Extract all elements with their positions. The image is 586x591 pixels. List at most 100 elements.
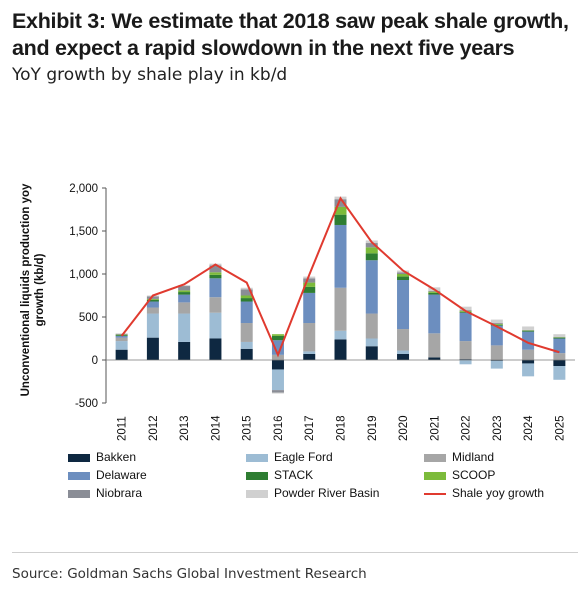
bar-segment-delaware-2024 — [522, 331, 535, 350]
x-tick-label: 2012 — [148, 415, 160, 441]
divider — [12, 552, 578, 553]
bar-segment-midland-2018 — [334, 287, 347, 331]
y-axis-label-line2: growth (kb/d) — [34, 253, 46, 326]
bar-segment-midland-2015 — [240, 323, 253, 342]
bar-segment-delaware-2023 — [490, 325, 503, 346]
y-tick-label: 1,000 — [69, 269, 98, 281]
legend-item-niobrara: Niobrara — [68, 486, 142, 500]
legend-swatch — [68, 471, 90, 480]
y-tick-label: 500 — [79, 312, 98, 324]
bar-segment-scoop-2013 — [178, 290, 191, 293]
bar-segment-niobrara-2017 — [303, 278, 316, 283]
legend-swatch — [246, 453, 268, 462]
bar-segment-delaware-2015 — [240, 301, 253, 324]
bar-segment-powder-river-basin-2015 — [240, 287, 253, 290]
bar-segment-stack-2014 — [209, 274, 222, 279]
bar-segment-delaware-2013 — [178, 294, 191, 303]
bar-segment-scoop-2023 — [490, 323, 503, 325]
bar-segment-scoop-2015 — [240, 295, 253, 299]
legend-swatch — [424, 471, 446, 480]
legend-label: SCOOP — [452, 468, 496, 482]
bar-segment-stack-2022 — [459, 311, 472, 313]
bar-segment-niobrara-2011 — [115, 333, 128, 335]
source-note: Source: Goldman Sachs Global Investment … — [12, 566, 367, 582]
bar-segment-midland-2024 — [522, 349, 535, 360]
bar-segment-eagle-ford-2012 — [146, 313, 159, 338]
bar-segment-delaware-2017 — [303, 292, 316, 324]
bar-segment-eagle-ford-2025 — [553, 366, 566, 380]
bar-segment-scoop-2020 — [397, 274, 410, 277]
y-tick-label: 1,500 — [69, 226, 98, 238]
bar-segment-scoop-2021 — [428, 291, 441, 293]
bar-segment-delaware-2016 — [271, 340, 284, 355]
x-tick-label: 2022 — [461, 415, 473, 441]
bar-segment-midland-2017 — [303, 323, 316, 352]
y-tick-label: -500 — [75, 398, 98, 410]
legend-label: STACK — [274, 468, 314, 482]
bar-segment-niobrara-2023 — [490, 323, 503, 324]
bar-segment-powder-river-basin-2024 — [522, 326, 535, 330]
bar-segment-stack-2025 — [553, 337, 566, 339]
bar-segment-stack-2015 — [240, 298, 253, 302]
legend-item-delaware: Delaware — [68, 468, 147, 482]
bar-segment-stack-2023 — [490, 324, 503, 326]
legend-item-stack: STACK — [246, 468, 313, 482]
bar-segment-midland-2022 — [459, 341, 472, 360]
x-tick-label: 2023 — [492, 415, 504, 441]
line-shale-yoy-growth — [120, 196, 560, 358]
bar-segment-eagle-ford-2018 — [334, 330, 347, 340]
x-tick-label: 2013 — [179, 415, 191, 441]
legend-swatch — [246, 471, 268, 480]
bar-segment-eagle-ford-2020 — [397, 350, 410, 354]
x-tick-label: 2020 — [398, 415, 410, 441]
legend-swatch — [68, 453, 90, 462]
bar-segment-scoop-2012 — [146, 298, 159, 300]
bar-segment-niobrara-2013 — [178, 286, 191, 291]
bar-segment-stack-2020 — [397, 276, 410, 281]
bar-segment-stack-2012 — [146, 299, 159, 302]
bar-segment-bakken-2021 — [428, 357, 441, 360]
legend-swatch — [424, 492, 446, 495]
bar-segment-niobrara-2014 — [209, 265, 222, 273]
x-tick-label: 2011 — [117, 416, 129, 441]
legend-swatch — [246, 489, 268, 498]
x-tick-label: 2016 — [273, 415, 285, 441]
legend-item-scoop: SCOOP — [424, 468, 495, 482]
bar-segment-powder-river-basin-2023 — [490, 319, 503, 324]
bar-segment-niobrara-2018 — [334, 199, 347, 207]
bar-segment-eagle-ford-2013 — [178, 313, 191, 342]
bar-segment-eagle-ford-2023 — [490, 360, 503, 369]
bar-segment-midland-2025 — [553, 353, 566, 360]
bar-segment-bakken-2011 — [115, 349, 128, 360]
bar-segment-delaware-2014 — [209, 278, 222, 298]
bar-segment-midland-2023 — [490, 345, 503, 360]
bar-segment-niobrara-2019 — [365, 243, 378, 248]
bar-segment-eagle-ford-2022 — [459, 360, 472, 365]
bar-segment-midland-2019 — [365, 313, 378, 339]
bar-segment-midland-2021 — [428, 333, 441, 358]
bar-segment-eagle-ford-2024 — [522, 363, 535, 377]
x-tick-label: 2015 — [242, 415, 254, 441]
bar-segment-eagle-ford-2016 — [271, 369, 284, 391]
x-tick-label: 2019 — [367, 415, 379, 441]
bar-segment-niobrara-2015 — [240, 289, 253, 296]
bar-segment-bakken-2015 — [240, 348, 253, 360]
bar-segment-bakken-2017 — [303, 353, 316, 360]
legend-label: Bakken — [96, 450, 137, 464]
bar-segment-stack-2013 — [178, 292, 191, 295]
bar-segment-bakken-2013 — [178, 341, 191, 360]
bar-segment-stack-2024 — [522, 330, 535, 332]
bar-segment-powder-river-basin-2011 — [115, 333, 128, 334]
bar-segment-bakken-2014 — [209, 338, 222, 360]
bar-segment-powder-river-basin-2013 — [178, 285, 191, 287]
x-tick-label: 2025 — [554, 415, 566, 441]
bar-segment-bakken-2022 — [459, 359, 472, 360]
bar-segment-midland-2012 — [146, 307, 159, 314]
bar-segment-niobrara-2024 — [522, 329, 535, 331]
chart-area: Unconventional liquids production yoy gr… — [20, 183, 575, 441]
bar-segment-stack-2017 — [303, 286, 316, 293]
x-tick-label: 2024 — [523, 415, 535, 441]
bar-segment-delaware-2025 — [553, 338, 566, 354]
bar-segment-stack-2021 — [428, 292, 441, 295]
bar-segment-scoop-2016 — [271, 334, 284, 336]
